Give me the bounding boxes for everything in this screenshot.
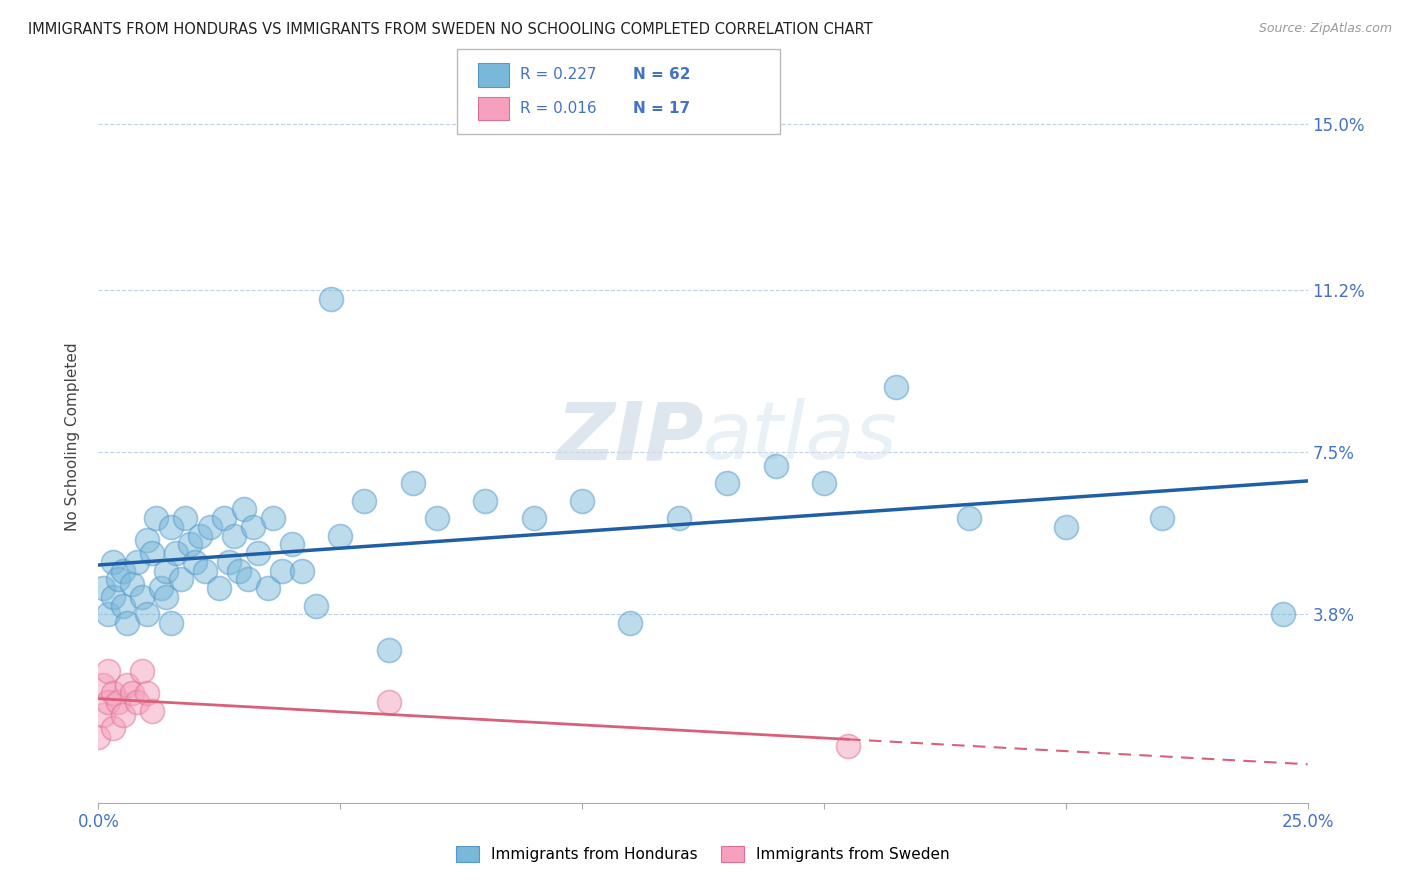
Point xyxy=(305,599,328,613)
Point xyxy=(212,511,235,525)
Text: R = 0.227: R = 0.227 xyxy=(520,67,596,81)
Point xyxy=(886,380,908,394)
Point xyxy=(127,555,149,569)
Legend: Immigrants from Honduras, Immigrants from Sweden: Immigrants from Honduras, Immigrants fro… xyxy=(450,840,956,868)
Point xyxy=(160,616,183,631)
Point xyxy=(101,555,124,569)
Point xyxy=(155,590,177,604)
Point xyxy=(97,695,120,709)
Point xyxy=(262,511,284,525)
Point xyxy=(228,564,250,578)
Point xyxy=(353,493,375,508)
Point xyxy=(131,590,153,604)
Point xyxy=(474,493,496,508)
Point xyxy=(155,564,177,578)
Point xyxy=(117,677,139,691)
Point xyxy=(121,686,143,700)
Point xyxy=(668,511,690,525)
Point xyxy=(135,686,157,700)
Y-axis label: No Schooling Completed: No Schooling Completed xyxy=(65,343,80,532)
Point xyxy=(319,292,342,306)
Point xyxy=(145,511,167,525)
Point xyxy=(716,476,738,491)
Point xyxy=(402,476,425,491)
Point xyxy=(117,616,139,631)
Point xyxy=(91,581,114,595)
Point xyxy=(131,665,153,679)
Point xyxy=(101,590,124,604)
Point xyxy=(426,511,449,525)
Point xyxy=(135,533,157,547)
Point xyxy=(184,555,207,569)
Point xyxy=(290,564,312,578)
Point xyxy=(198,520,221,534)
Point xyxy=(1152,511,1174,525)
Point xyxy=(232,502,254,516)
Text: Source: ZipAtlas.com: Source: ZipAtlas.com xyxy=(1258,22,1392,36)
Point xyxy=(571,493,593,508)
Point xyxy=(765,458,787,473)
Point xyxy=(222,528,245,542)
Point xyxy=(141,704,163,718)
Point xyxy=(107,695,129,709)
Point xyxy=(281,537,304,551)
Point xyxy=(238,573,260,587)
Point xyxy=(1054,520,1077,534)
Text: N = 62: N = 62 xyxy=(633,67,690,81)
Point xyxy=(619,616,641,631)
Point xyxy=(523,511,546,525)
Point xyxy=(127,695,149,709)
Text: IMMIGRANTS FROM HONDURAS VS IMMIGRANTS FROM SWEDEN NO SCHOOLING COMPLETED CORREL: IMMIGRANTS FROM HONDURAS VS IMMIGRANTS F… xyxy=(28,22,873,37)
Point xyxy=(957,511,980,525)
Point xyxy=(101,686,124,700)
Point xyxy=(111,599,134,613)
Point xyxy=(165,546,187,560)
Text: atlas: atlas xyxy=(703,398,898,476)
Point xyxy=(101,722,124,736)
Point xyxy=(377,695,399,709)
Point xyxy=(91,677,114,691)
Point xyxy=(160,520,183,534)
Point xyxy=(87,730,110,744)
Point xyxy=(111,564,134,578)
Point xyxy=(150,581,173,595)
Point xyxy=(97,607,120,622)
Point xyxy=(329,528,352,542)
Point xyxy=(377,642,399,657)
Point xyxy=(813,476,835,491)
Point xyxy=(188,528,211,542)
Point xyxy=(111,708,134,723)
Text: R = 0.016: R = 0.016 xyxy=(520,102,596,116)
Point xyxy=(169,573,191,587)
Point xyxy=(242,520,264,534)
Point xyxy=(179,537,201,551)
Point xyxy=(218,555,240,569)
Point xyxy=(174,511,197,525)
Point xyxy=(135,607,157,622)
Point xyxy=(121,576,143,591)
Point xyxy=(837,739,859,753)
Text: ZIP: ZIP xyxy=(555,398,703,476)
Point xyxy=(91,708,114,723)
Point xyxy=(247,546,270,560)
Point xyxy=(97,665,120,679)
Point xyxy=(208,581,231,595)
Point xyxy=(107,573,129,587)
Point xyxy=(256,581,278,595)
Point xyxy=(271,564,294,578)
Text: N = 17: N = 17 xyxy=(633,102,690,116)
Point xyxy=(1272,607,1295,622)
Point xyxy=(194,564,217,578)
Point xyxy=(141,546,163,560)
